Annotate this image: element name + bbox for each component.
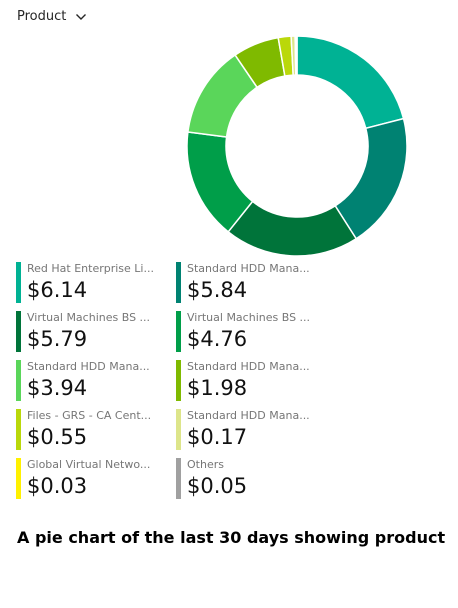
legend-label: Standard HDD Mana... [187, 262, 310, 275]
legend-swatch [176, 458, 181, 499]
donut-slice[interactable] [296, 35, 405, 130]
legend-label: Global Virtual Netwo... [27, 458, 151, 471]
legend-label: Virtual Machines BS ... [187, 311, 311, 324]
legend-item[interactable]: Standard HDD Mana... $3.94 [16, 360, 168, 401]
legend-value: $6.14 [27, 278, 88, 302]
legend-swatch [16, 360, 21, 401]
legend-item[interactable]: Red Hat Enterprise Li... $6.14 [16, 262, 168, 303]
legend-value: $1.98 [187, 376, 248, 400]
legend-item[interactable]: Others $0.05 [176, 458, 328, 499]
legend-item[interactable]: Standard HDD Mana... $1.98 [176, 360, 328, 401]
legend-value: $0.55 [27, 425, 88, 449]
legend-item[interactable]: Files - GRS - CA Cent... $0.55 [16, 409, 168, 450]
chevron-down-icon [76, 13, 87, 20]
legend-label: Red Hat Enterprise Li... [27, 262, 154, 275]
donut-chart [186, 35, 408, 257]
legend-item[interactable]: Standard HDD Mana... $5.84 [176, 262, 328, 303]
legend-value: $0.17 [187, 425, 248, 449]
donut-slice[interactable] [227, 200, 358, 257]
legend-label: Virtual Machines BS ... [27, 311, 151, 324]
legend-swatch [16, 311, 21, 352]
legend-item[interactable]: Standard HDD Mana... $0.17 [176, 409, 328, 450]
legend-item[interactable]: Global Virtual Netwo... $0.03 [16, 458, 168, 499]
legend-swatch [176, 262, 181, 303]
chart-legend: Red Hat Enterprise Li... $6.14 Standard … [16, 262, 326, 499]
legend-label: Files - GRS - CA Cent... [27, 409, 152, 422]
product-dropdown-label: Product [17, 9, 67, 24]
legend-swatch [176, 360, 181, 401]
legend-label: Standard HDD Mana... [27, 360, 150, 373]
legend-item[interactable]: Virtual Machines BS ... $5.79 [16, 311, 168, 352]
legend-swatch [16, 409, 21, 450]
donut-slice[interactable] [295, 35, 298, 76]
legend-item[interactable]: Virtual Machines BS ... $4.76 [176, 311, 328, 352]
chart-caption: A pie chart of the last 30 days showing … [17, 528, 446, 547]
legend-value: $3.94 [27, 376, 88, 400]
legend-value: $4.76 [187, 327, 248, 351]
legend-label: Standard HDD Mana... [187, 360, 310, 373]
legend-label: Others [187, 458, 224, 471]
legend-label: Standard HDD Mana... [187, 409, 310, 422]
legend-swatch [16, 262, 21, 303]
legend-value: $5.84 [187, 278, 248, 302]
donut-slice[interactable] [334, 117, 408, 240]
legend-swatch [176, 311, 181, 352]
product-dropdown[interactable]: Product [17, 9, 87, 24]
legend-swatch [16, 458, 21, 499]
legend-swatch [176, 409, 181, 450]
legend-value: $0.05 [187, 474, 248, 498]
legend-value: $5.79 [27, 327, 88, 351]
legend-value: $0.03 [27, 474, 88, 498]
